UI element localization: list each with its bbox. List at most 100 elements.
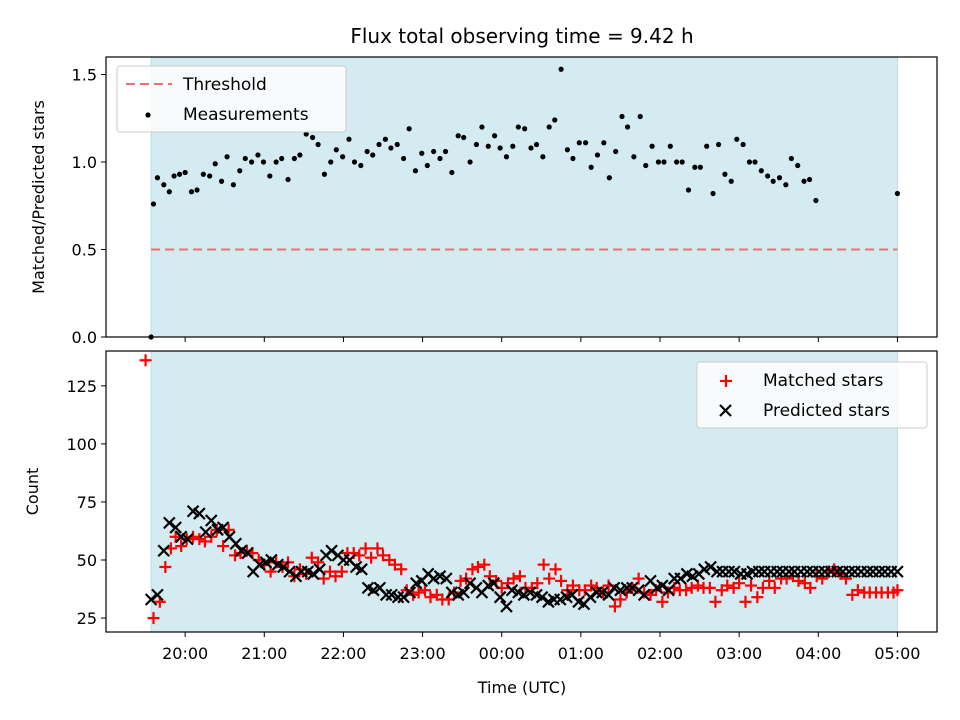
matched-star-point <box>448 586 461 599</box>
ratio-panel: 0.0 0.5 1.0 1.5 Matched/Predicted stars Thr… <box>29 56 938 347</box>
measurement-point <box>674 159 680 165</box>
matched-star-point <box>412 586 425 599</box>
measurement-point <box>710 190 716 197</box>
count-x-tick-label: 23:00 <box>400 644 446 663</box>
measurement-point <box>740 141 746 148</box>
matched-star-point <box>585 579 598 592</box>
matched-star-point <box>305 551 318 564</box>
measurement-point <box>552 117 558 123</box>
measurement-point <box>400 155 407 162</box>
measurement-point <box>631 154 637 160</box>
predicted-star-point <box>782 565 796 578</box>
measurement-point <box>594 152 601 158</box>
matched-star-point <box>175 540 188 553</box>
matched-star-point <box>751 591 764 604</box>
measurement-point <box>564 147 571 153</box>
matched-star-point <box>804 581 817 594</box>
count-x-tick-label: 22:00 <box>320 644 366 663</box>
measurement-point <box>424 162 430 169</box>
legend-measurements-swatch <box>145 112 151 118</box>
ratio-y-tick-label: 0.5 <box>72 241 97 260</box>
measurement-point <box>667 143 673 149</box>
measurement-point <box>455 133 461 139</box>
legend-threshold-label: Threshold <box>182 75 267 95</box>
count-y-tick-label: 75 <box>77 493 97 512</box>
measurement-point <box>291 155 297 162</box>
legend-matched-label: Matched stars <box>763 371 883 391</box>
matched-star-point <box>513 570 526 583</box>
predicted-star-point <box>181 532 194 546</box>
measurement-point <box>412 168 419 174</box>
predicted-star-point <box>397 590 410 604</box>
measurement-point <box>242 155 248 162</box>
matched-star-point <box>478 558 491 571</box>
count-y-ticks: 25 50 75 100 125 <box>66 377 106 628</box>
measurement-point <box>154 175 161 181</box>
measurement-point <box>637 113 643 120</box>
measurement-point <box>704 143 710 149</box>
measurement-point <box>255 152 261 158</box>
predicted-star-point <box>620 581 634 595</box>
count-y-tick-label: 100 <box>66 435 97 454</box>
matched-star-point <box>388 558 401 571</box>
predicted-star-point <box>457 586 471 599</box>
measurement-point <box>485 143 491 149</box>
measurement-point <box>394 141 400 148</box>
measurement-point <box>388 145 394 151</box>
legend-measurements-label: Measurements <box>183 105 309 125</box>
measurement-point <box>188 189 195 195</box>
predicted-star-point <box>590 586 603 599</box>
measurement-point <box>795 162 801 169</box>
predicted-stars-points <box>144 504 904 613</box>
measurement-point <box>200 171 206 177</box>
measurement-point <box>218 178 225 184</box>
measurement-point <box>588 164 594 170</box>
count-y-tick-label: 50 <box>77 551 97 570</box>
matched-star-point <box>229 549 242 562</box>
measurement-point <box>358 162 364 169</box>
matched-star-point <box>891 584 904 597</box>
matched-star-point <box>555 574 568 587</box>
matched-star-point <box>768 581 781 594</box>
predicted-star-point <box>355 563 368 576</box>
measurement-point <box>619 113 625 120</box>
measurement-point <box>273 159 279 165</box>
measurement-point <box>576 140 582 146</box>
matched-star-point <box>680 584 693 597</box>
count-y-tick-label: 25 <box>77 609 97 628</box>
measurement-point <box>177 171 183 177</box>
matched-star-point <box>507 572 520 585</box>
matched-star-point <box>424 591 437 604</box>
matched-star-point <box>739 595 752 608</box>
measurement-point <box>558 66 564 72</box>
predicted-star-point <box>144 593 158 606</box>
matched-star-point <box>685 581 698 594</box>
measurement-point <box>894 190 901 197</box>
ratio-y-tick-label: 0.0 <box>72 328 97 347</box>
count-axes-frame <box>105 350 938 633</box>
measurement-point <box>503 154 510 160</box>
legend-predicted-swatch <box>719 404 732 417</box>
matched-star-point <box>377 549 389 562</box>
matched-star-point <box>721 579 734 592</box>
measurement-point <box>207 173 213 179</box>
measurement-point <box>624 124 631 130</box>
predicted-star-point <box>391 590 405 604</box>
matched-star-point <box>632 572 645 585</box>
matched-star-point <box>395 563 408 576</box>
count-x-tick-label: 00:00 <box>479 644 525 663</box>
measurement-point <box>161 182 167 188</box>
predicted-star-point <box>283 565 296 578</box>
count-y-axis-label: Count <box>23 468 42 516</box>
legend-matched-swatch <box>720 375 732 387</box>
measurement-point <box>382 136 388 142</box>
measurement-point <box>303 131 309 137</box>
predicted-star-point <box>440 572 453 585</box>
measurement-point <box>715 141 722 148</box>
predicted-star-point <box>674 572 687 585</box>
predicted-star-point <box>204 514 218 527</box>
measurement-point <box>515 124 521 130</box>
x-axis-label: Time (UTC) <box>477 678 566 697</box>
measurement-point <box>267 173 273 179</box>
measurement-point <box>583 140 589 146</box>
